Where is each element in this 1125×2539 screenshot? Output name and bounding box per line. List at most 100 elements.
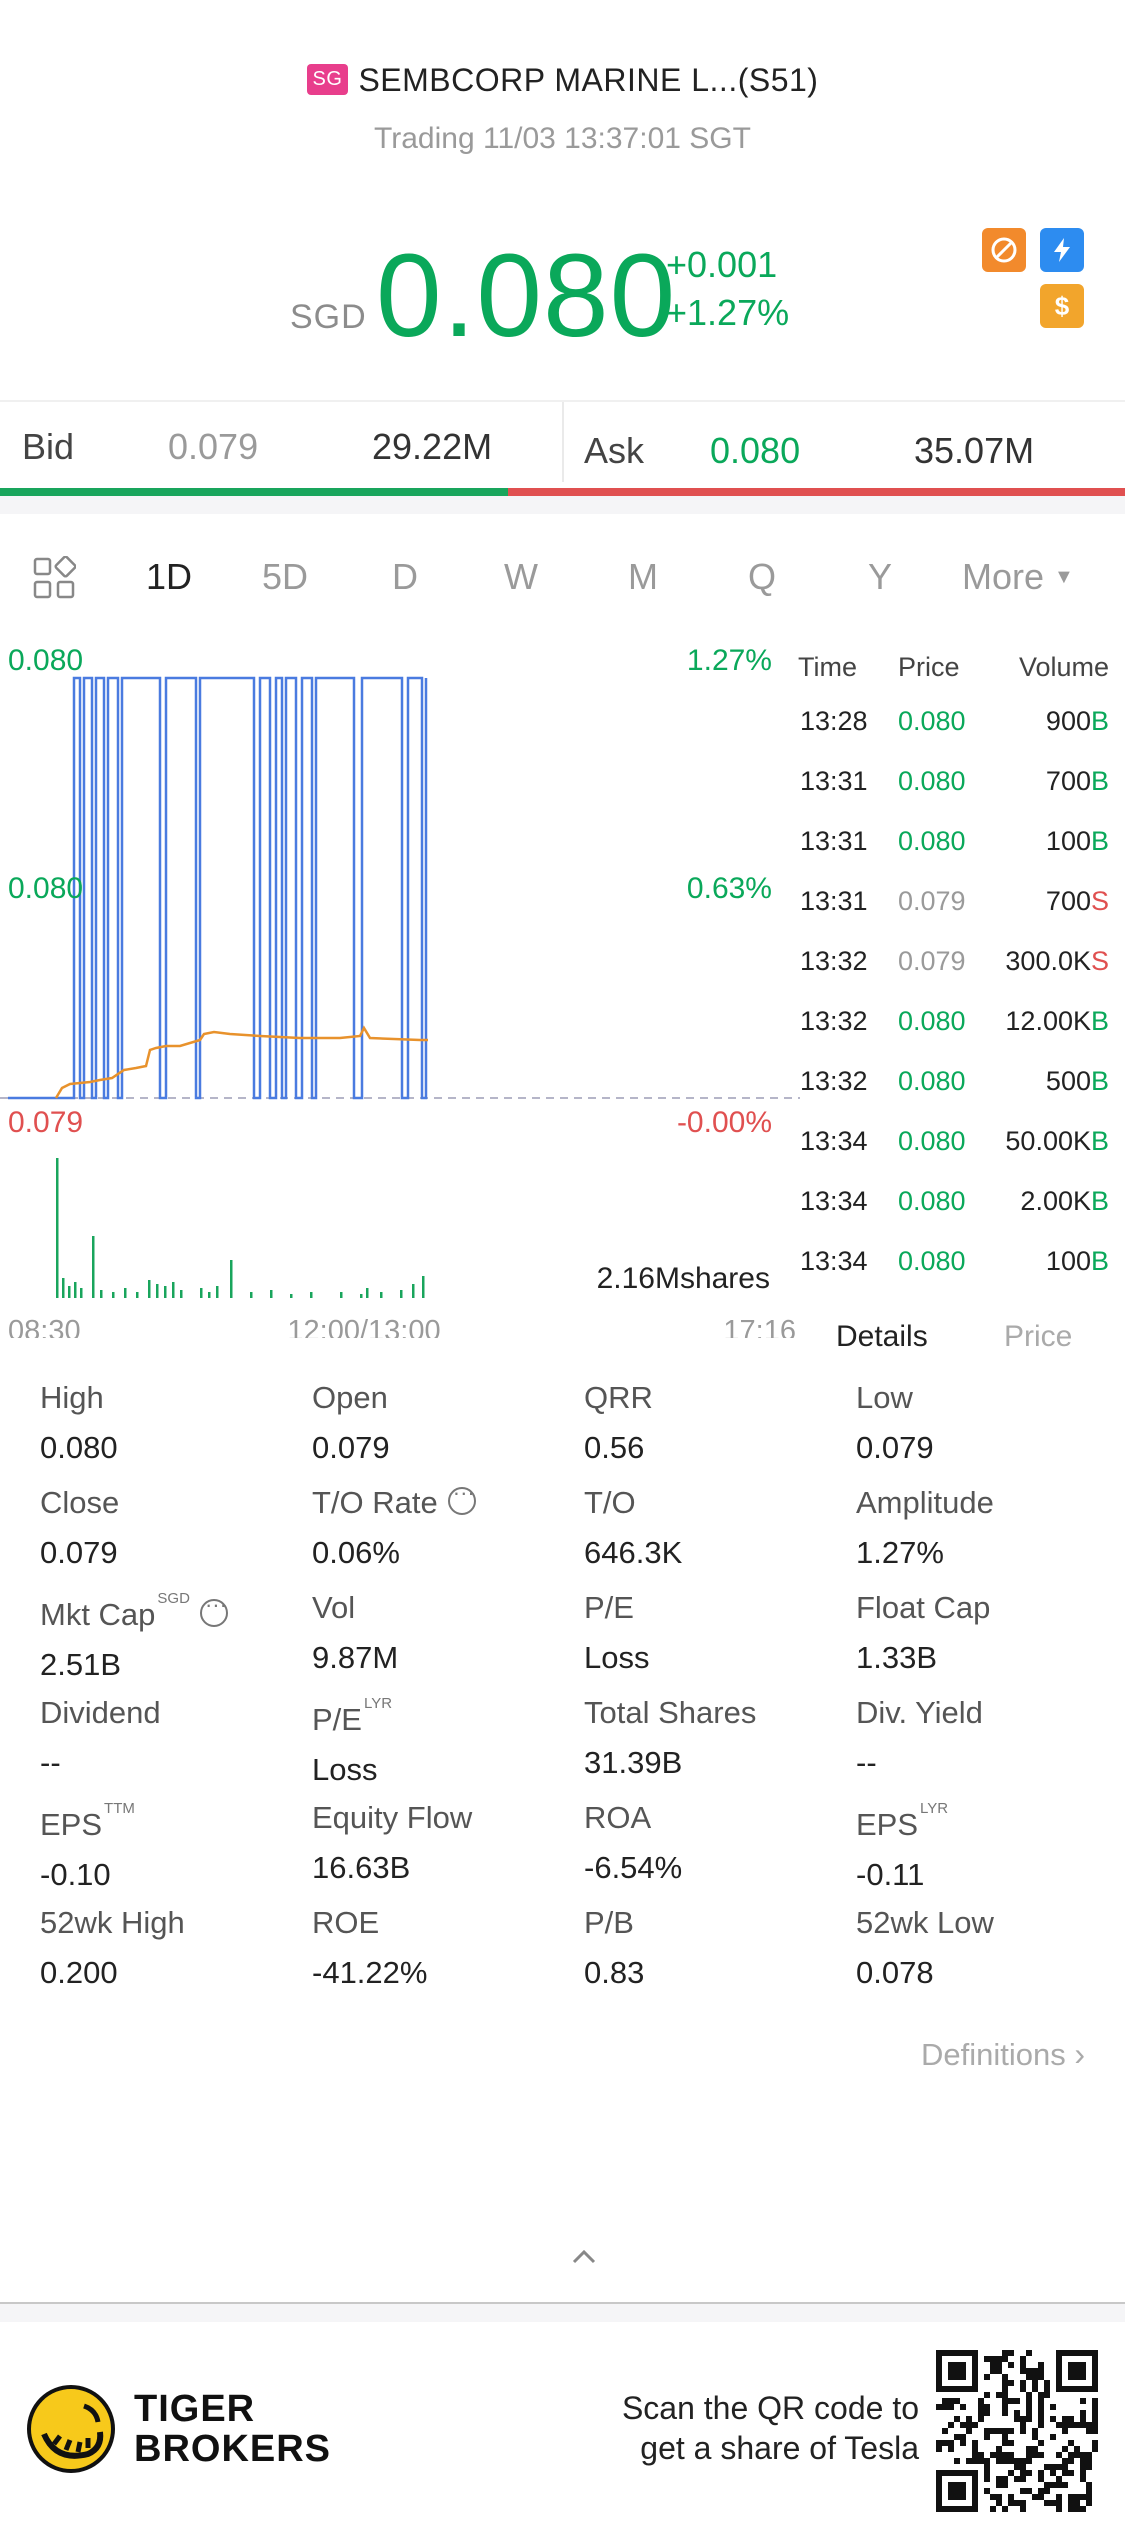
stat-item: 52wk High 0.200 <box>40 1905 300 1991</box>
volume-bar <box>400 1290 403 1298</box>
stat-label: Total Shares <box>584 1695 844 1731</box>
stat-value: 0.078 <box>856 1955 934 1990</box>
volume-bar <box>250 1292 253 1298</box>
stat-label-text: EPS <box>856 1807 919 1842</box>
stat-item: ROE -41.22% <box>312 1905 572 1991</box>
tt-side: B <box>1090 826 1109 856</box>
stat-label: Open <box>312 1380 572 1416</box>
stat-label: High <box>40 1380 300 1416</box>
tt-row: 13:34 0.080 50.00KB <box>798 1126 1125 1186</box>
pct-label-top: 1.27% <box>687 644 772 677</box>
tt-price: 0.079 <box>898 886 966 916</box>
tt-price: 0.080 <box>898 1186 966 1216</box>
stat-value: 9.87M <box>312 1640 399 1675</box>
tt-price: 0.080 <box>898 706 966 736</box>
price-change-percent: +1.27% <box>666 292 790 333</box>
volume-bar <box>412 1284 415 1298</box>
tt-row: 13:34 0.080 100B <box>798 1246 1125 1306</box>
volume-bar <box>422 1276 425 1298</box>
tt-volume: 100B <box>1045 826 1109 856</box>
stat-value: 1.27% <box>856 1535 944 1570</box>
definitions-link[interactable]: Definitions › <box>921 2036 1085 2073</box>
stat-item: ROA -6.54% <box>584 1800 844 1886</box>
stat-label: EPS LYR <box>856 1800 1116 1843</box>
stat-value: -- <box>856 1745 877 1780</box>
tt-row: 13:31 0.080 700B <box>798 766 1125 826</box>
x-label-end: 17:16 <box>723 1315 796 1338</box>
tt-header-price: Price <box>898 652 960 682</box>
stat-label-sup: LYR <box>363 1695 393 1712</box>
stat-label-text: Total Shares <box>584 1695 757 1730</box>
tt-header-volume: Volume <box>1018 652 1109 682</box>
info-dots-icon[interactable] <box>199 1592 228 1627</box>
stat-label-text: Dividend <box>40 1695 161 1730</box>
stock-name: SEMBCORP MARINE L...(S51) <box>358 62 819 98</box>
tt-price: 0.080 <box>898 1126 966 1156</box>
x-label-start: 08:30 <box>8 1315 81 1338</box>
tab-d[interactable]: D <box>392 556 418 597</box>
ask-volume: 35.07M <box>914 430 1035 471</box>
tab-w[interactable]: W <box>504 556 538 597</box>
volume-bar <box>360 1294 363 1298</box>
volume-bar <box>208 1292 211 1298</box>
indicator-grid-icon[interactable] <box>32 555 77 600</box>
tt-time: 13:32 <box>800 1066 868 1096</box>
tt-side: B <box>1090 706 1109 736</box>
lightning-icon[interactable] <box>1040 228 1084 272</box>
stat-label-text: Close <box>40 1485 120 1520</box>
bid-label: Bid <box>22 426 75 467</box>
stat-label-text: Mkt Cap <box>40 1597 156 1632</box>
stat-label: 52wk High <box>40 1905 300 1941</box>
volume-bar <box>310 1292 313 1298</box>
pct-label-mid: 0.63% <box>687 872 772 905</box>
price-line <box>8 676 428 1100</box>
brand-name-line1: TIGER <box>134 2388 256 2430</box>
tab-q[interactable]: Q <box>748 556 777 597</box>
tt-side: B <box>1090 1006 1109 1036</box>
intraday-chart[interactable]: 0.080 0.080 0.079 1.27% 0.63% -0.00% 2.1… <box>0 638 800 1338</box>
tab-5d[interactable]: 5D <box>262 556 309 597</box>
tt-row: 13:34 0.080 2.00KB <box>798 1186 1125 1246</box>
stat-item: P/B 0.83 <box>584 1905 844 1991</box>
tab-m[interactable]: M <box>628 556 658 597</box>
tt-side: S <box>1090 886 1109 916</box>
dollar-icon[interactable]: $ <box>1040 284 1084 328</box>
last-price: 0.080 <box>376 230 677 362</box>
tt-side: B <box>1090 1126 1109 1156</box>
tab-1d[interactable]: 1D <box>146 556 193 597</box>
tt-side: S <box>1090 946 1109 976</box>
chevron-up-icon[interactable] <box>568 2240 600 2272</box>
tab-more[interactable]: More ▼ <box>962 556 1074 598</box>
tt-row: 13:28 0.080 900B <box>798 706 1125 766</box>
tab-details[interactable]: Details <box>836 1320 928 1353</box>
volume-bar <box>270 1290 273 1298</box>
stat-value: 2.51B <box>40 1647 122 1682</box>
stat-label-sup: TTM <box>104 1800 135 1817</box>
tt-row: 13:32 0.080 12.00KB <box>798 1006 1125 1066</box>
stat-label: QRR <box>584 1380 844 1416</box>
ask-ratio-bar <box>508 488 1125 496</box>
tab-y[interactable]: Y <box>868 556 893 597</box>
stat-label: P/E LYR <box>312 1695 572 1738</box>
no-short-icon[interactable] <box>982 228 1026 272</box>
tab-price[interactable]: Price <box>1004 1320 1073 1353</box>
stat-value: 0.080 <box>40 1430 118 1465</box>
stat-value: 31.39B <box>584 1745 683 1780</box>
info-dots-icon[interactable] <box>447 1480 476 1515</box>
stat-item: Total Shares 31.39B <box>584 1695 844 1781</box>
tt-price: 0.080 <box>898 766 966 796</box>
time-and-trades[interactable]: Time Price Volume 13:28 0.080 900B 13:31 0.0… <box>798 638 1125 1298</box>
tt-volume: 300.0KS <box>1005 946 1109 976</box>
stat-label-text: QRR <box>584 1380 653 1415</box>
stat-label: EPS TTM <box>40 1800 300 1843</box>
bid-ratio-bar <box>0 488 508 496</box>
qr-code-icon <box>936 2350 1098 2512</box>
volume-bar <box>216 1286 219 1298</box>
stat-item: QRR 0.56 <box>584 1380 844 1466</box>
tt-time: 13:31 <box>800 826 868 856</box>
stat-value: Loss <box>312 1752 378 1787</box>
volume-bar <box>148 1280 151 1298</box>
volume-bar <box>366 1288 369 1298</box>
tt-volume: 900B <box>1045 706 1109 736</box>
stock-title: SG SEMBCORP MARINE L...(S51) <box>0 62 1125 99</box>
